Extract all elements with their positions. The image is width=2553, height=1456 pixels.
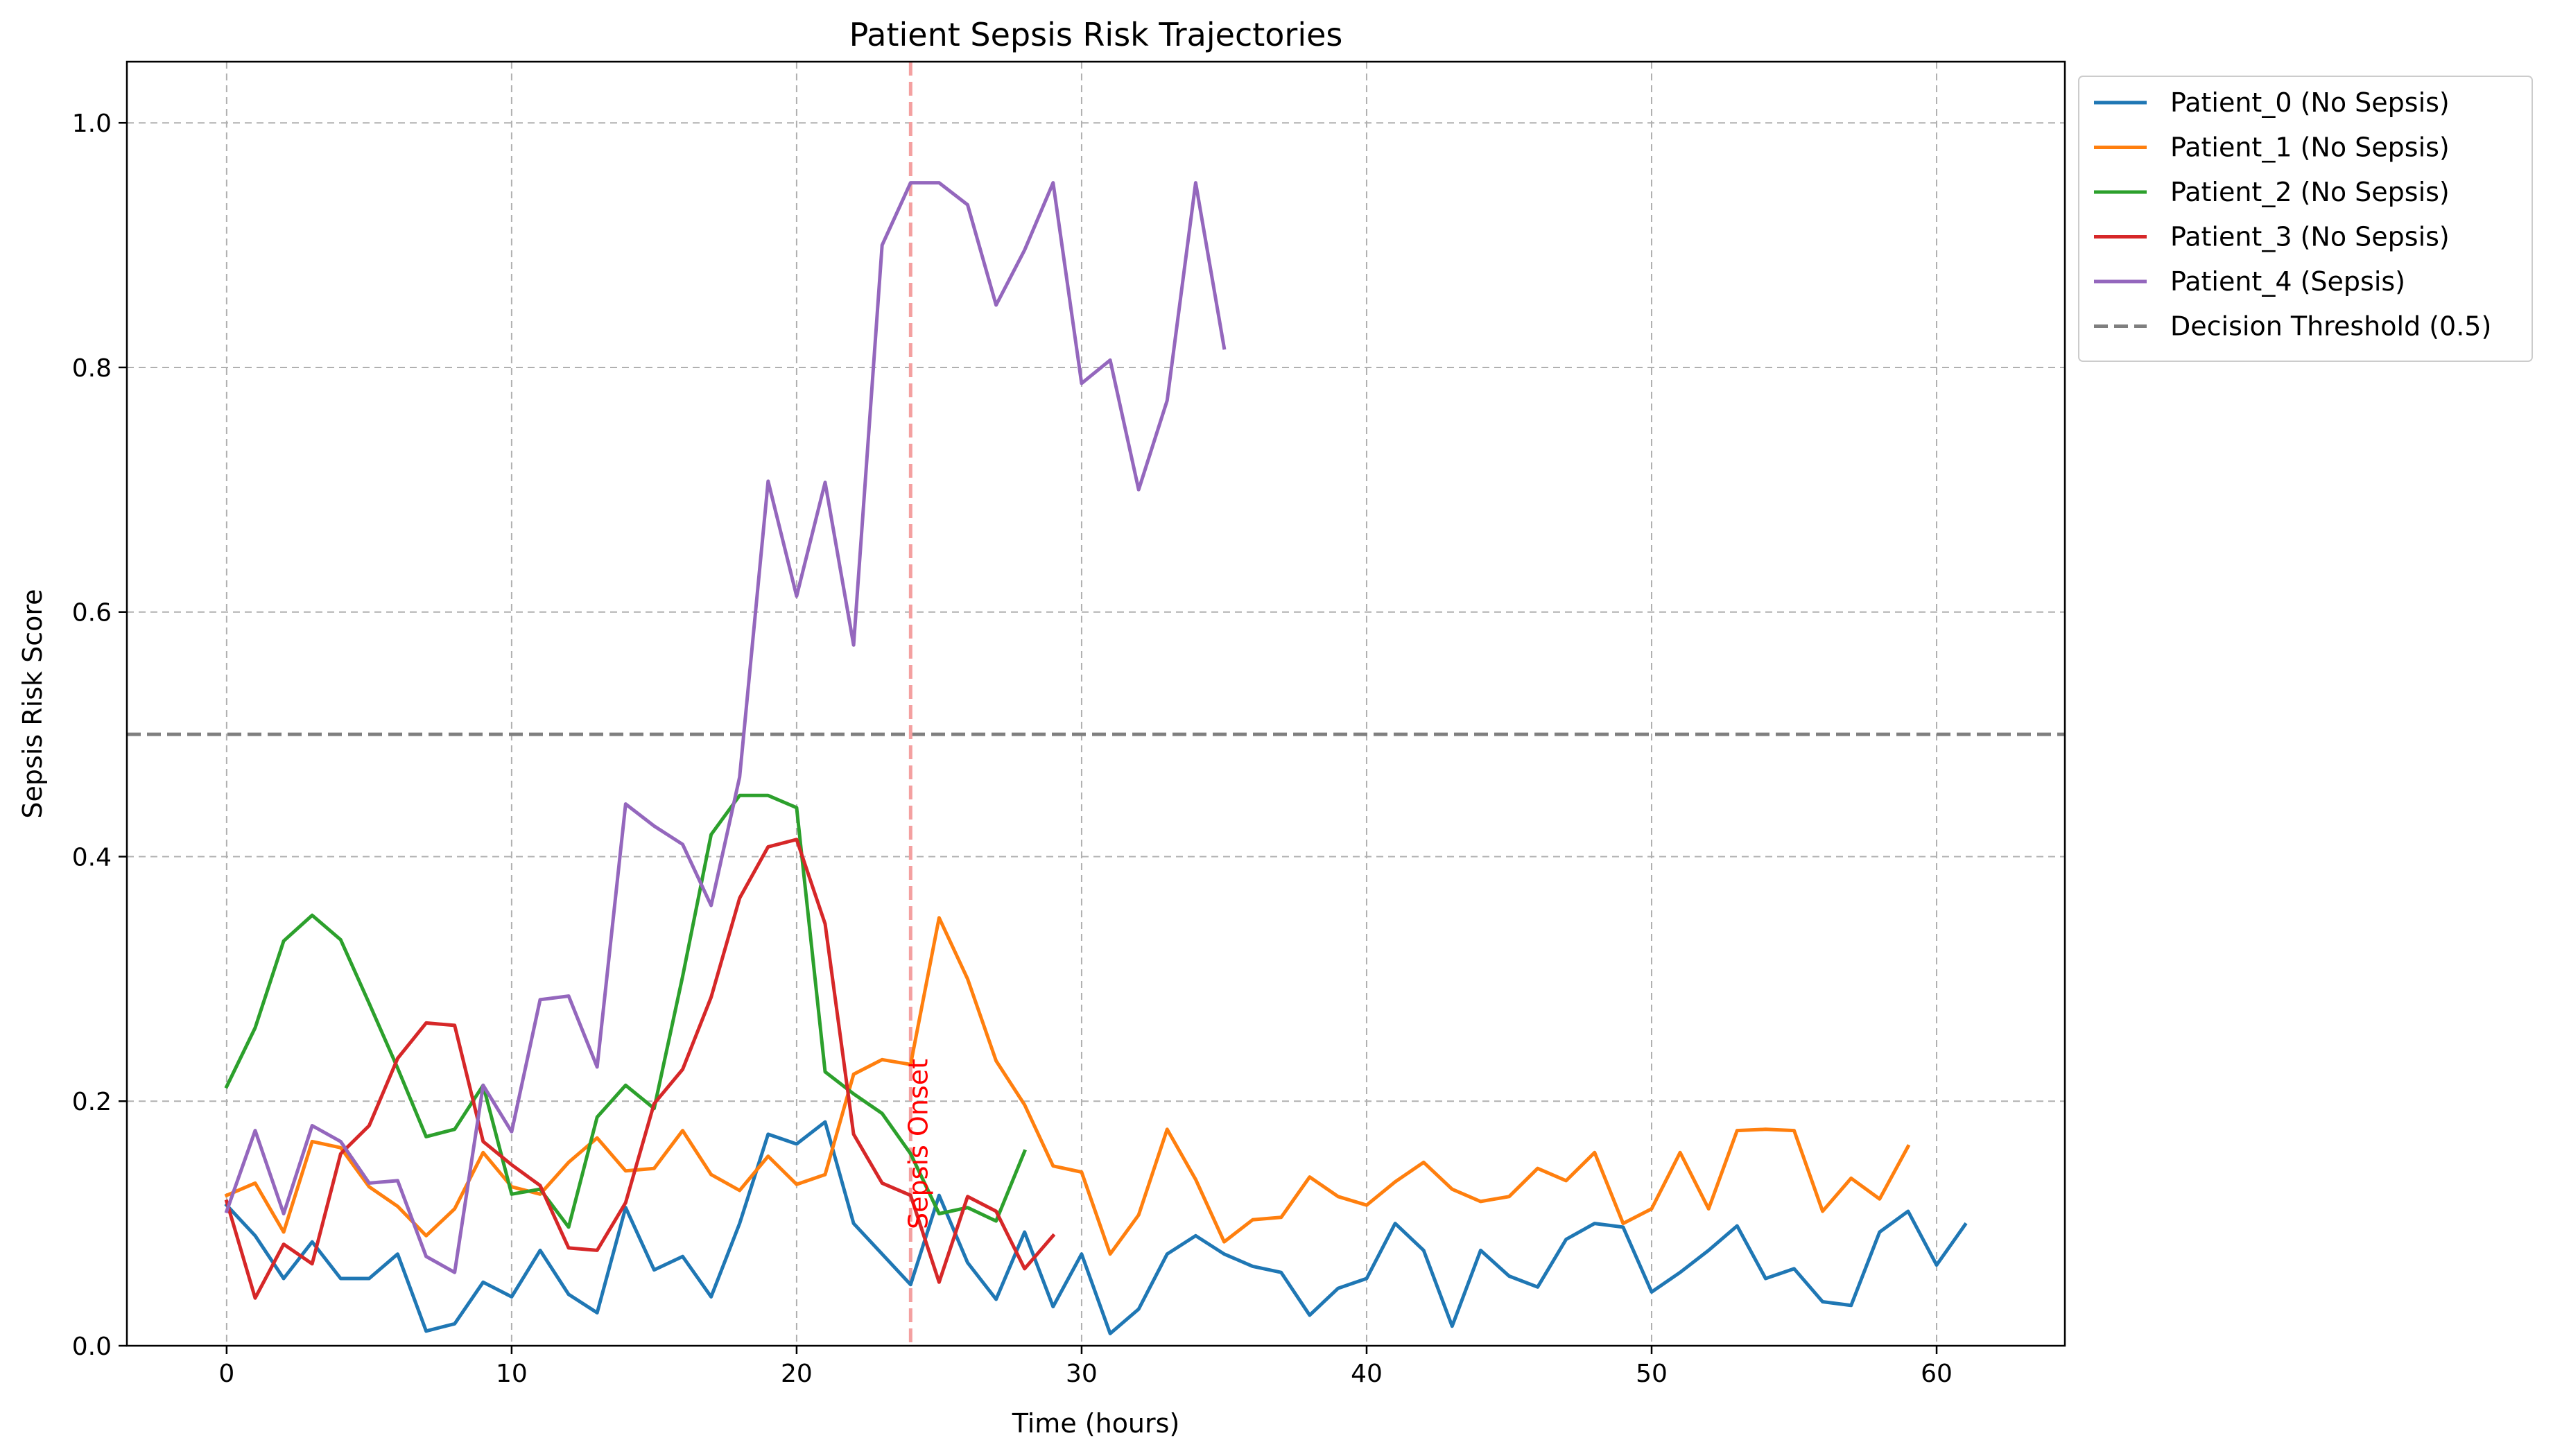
y-tick-label: 0.0 xyxy=(72,1333,112,1361)
y-tick-label: 0.2 xyxy=(72,1088,112,1116)
legend: Patient_0 (No Sepsis) Patient_1 (No Sepsi… xyxy=(2078,76,2533,362)
x-tick-label: 30 xyxy=(1066,1360,1098,1388)
series-line-patient-2 xyxy=(224,793,1027,1229)
y-axis: 0.0 0.2 0.4 0.6 0.8 1.0 xyxy=(72,110,127,1361)
y-tick-label: 1.0 xyxy=(72,110,112,138)
x-axis-label: Time (hours) xyxy=(1012,1408,1180,1439)
y-tick-label: 0.8 xyxy=(72,354,112,383)
plot-frame xyxy=(126,60,2066,1347)
series-line-patient-3 xyxy=(224,838,1056,1300)
legend-entry-label: Patient_4 (Sepsis) xyxy=(2170,266,2405,297)
x-tick-label: 60 xyxy=(1921,1360,1953,1388)
y-tick-label: 0.6 xyxy=(72,599,112,627)
legend-entry-label: Decision Threshold (0.5) xyxy=(2170,311,2491,342)
legend-entry-label: Patient_3 (No Sepsis) xyxy=(2170,222,2450,252)
series-line-patient-0 xyxy=(224,1120,1968,1335)
y-axis-label: Sepsis Risk Score xyxy=(17,589,48,818)
x-tick-label: 10 xyxy=(496,1360,528,1388)
chart-title: Patient Sepsis Risk Trajectories xyxy=(849,16,1343,53)
x-tick-label: 0 xyxy=(218,1360,234,1388)
legend-box xyxy=(2078,76,2533,362)
x-tick-label: 20 xyxy=(781,1360,813,1388)
legend-entry-label: Patient_2 (No Sepsis) xyxy=(2170,177,2450,207)
series-line-patient-4 xyxy=(224,181,1227,1274)
x-tick-label: 50 xyxy=(1636,1360,1668,1388)
x-tick-label: 40 xyxy=(1351,1360,1383,1388)
sepsis-onset-annotation: Sepsis Onset xyxy=(903,1059,933,1229)
legend-entry-label: Patient_1 (No Sepsis) xyxy=(2170,132,2450,163)
legend-entry-label: Patient_0 (No Sepsis) xyxy=(2170,87,2450,118)
grid xyxy=(127,62,2065,1346)
y-tick-label: 0.4 xyxy=(72,843,112,872)
series-layer xyxy=(224,181,1968,1335)
x-axis: 0 10 20 30 40 50 60 xyxy=(218,1346,1953,1388)
